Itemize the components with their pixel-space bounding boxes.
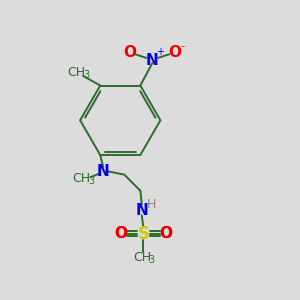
Text: H: H xyxy=(147,198,156,211)
Text: O: O xyxy=(123,45,136,60)
Text: 3: 3 xyxy=(148,255,155,265)
Text: +: + xyxy=(156,47,164,57)
Text: O: O xyxy=(159,226,172,241)
Text: N: N xyxy=(97,164,110,179)
Text: 3: 3 xyxy=(88,176,94,186)
Text: S: S xyxy=(137,225,149,243)
Text: CH: CH xyxy=(133,251,151,264)
Text: O: O xyxy=(168,45,181,60)
Text: N: N xyxy=(146,53,159,68)
Text: O: O xyxy=(115,226,128,241)
Text: O: O xyxy=(115,226,128,241)
Text: O: O xyxy=(159,226,172,241)
Text: CH: CH xyxy=(68,66,85,79)
Text: N: N xyxy=(136,202,148,217)
Text: -: - xyxy=(181,41,185,51)
Text: CH: CH xyxy=(72,172,91,185)
Text: 3: 3 xyxy=(83,70,89,80)
